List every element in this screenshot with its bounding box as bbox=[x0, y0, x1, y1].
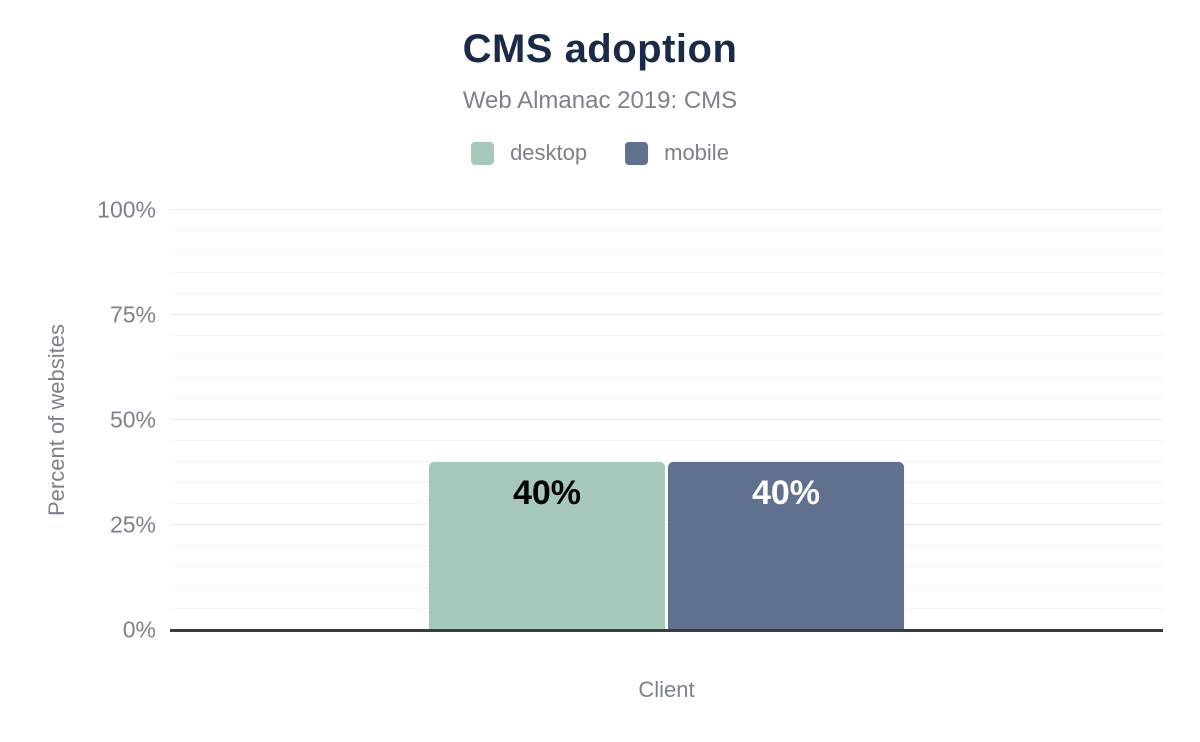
gridline-45 bbox=[170, 440, 1163, 441]
y-tick-label-100: 100% bbox=[97, 196, 156, 223]
legend-swatch-mobile-icon bbox=[625, 141, 649, 165]
gridline-30 bbox=[170, 503, 1163, 504]
gridline-55 bbox=[170, 398, 1163, 399]
bar-desktop: 40% bbox=[429, 462, 665, 630]
legend-label-mobile: mobile bbox=[664, 140, 729, 165]
gridline-95 bbox=[170, 230, 1163, 231]
bars: 40% 40% bbox=[170, 210, 1163, 630]
bar-value-label-mobile: 40% bbox=[751, 474, 821, 512]
legend-swatch-desktop-icon bbox=[471, 141, 495, 165]
legend: desktop mobile bbox=[0, 140, 1200, 166]
bar-value-label-desktop: 40% bbox=[512, 474, 582, 512]
gridline-35 bbox=[170, 482, 1163, 483]
x-axis-line bbox=[170, 629, 1163, 632]
legend-item-mobile: mobile bbox=[625, 140, 729, 166]
chart-title: CMS adoption bbox=[462, 27, 738, 71]
bar-mobile: 40% bbox=[668, 462, 904, 630]
gridline-85 bbox=[170, 272, 1163, 273]
gridline-40 bbox=[170, 461, 1163, 462]
gridline-65 bbox=[170, 356, 1163, 357]
gridline-15 bbox=[170, 566, 1163, 567]
gridline-75 bbox=[170, 314, 1163, 315]
y-tick-label-50: 50% bbox=[109, 406, 156, 433]
gridline-5 bbox=[170, 608, 1163, 609]
y-tick-label-0: 0% bbox=[122, 616, 156, 643]
legend-item-desktop: desktop bbox=[471, 140, 587, 166]
y-tick-label-75: 75% bbox=[109, 301, 156, 328]
gridline-50 bbox=[170, 419, 1163, 420]
y-axis-title: Percent of websites bbox=[44, 324, 69, 516]
y-tick-label-25: 25% bbox=[109, 511, 156, 538]
y-axis-ticks: 0% 25% 50% 75% 100% bbox=[0, 197, 156, 643]
gridline-100 bbox=[170, 209, 1163, 210]
gridline-10 bbox=[170, 587, 1163, 588]
gridline-20 bbox=[170, 545, 1163, 546]
gridline-80 bbox=[170, 293, 1163, 294]
gridline-70 bbox=[170, 335, 1163, 336]
x-axis-title: Client bbox=[638, 677, 695, 702]
gridline-25 bbox=[170, 524, 1163, 525]
gridline-60 bbox=[170, 377, 1163, 378]
chart-subtitle: Web Almanac 2019: CMS bbox=[462, 87, 738, 114]
gridline-90 bbox=[170, 251, 1163, 252]
legend-label-desktop: desktop bbox=[510, 140, 588, 165]
plot-area: 40% 40% bbox=[170, 209, 1163, 632]
